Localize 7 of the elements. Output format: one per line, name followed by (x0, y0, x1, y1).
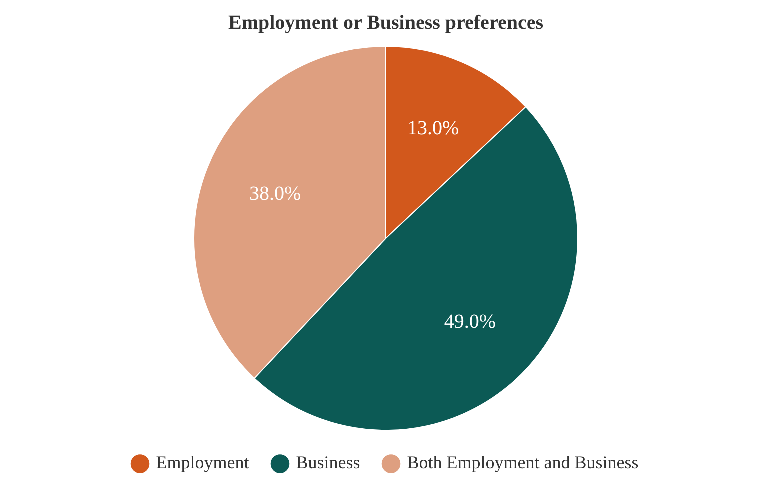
legend-label: Both Employment and Business (407, 452, 639, 473)
data-label: 38.0% (249, 182, 302, 205)
chart-title: Employment or Business preferences (228, 12, 544, 34)
legend-label: Business (296, 452, 360, 473)
legend-label: Employment (156, 452, 250, 473)
data-label: 49.0% (444, 310, 496, 333)
data-label: 13.0% (407, 118, 460, 140)
